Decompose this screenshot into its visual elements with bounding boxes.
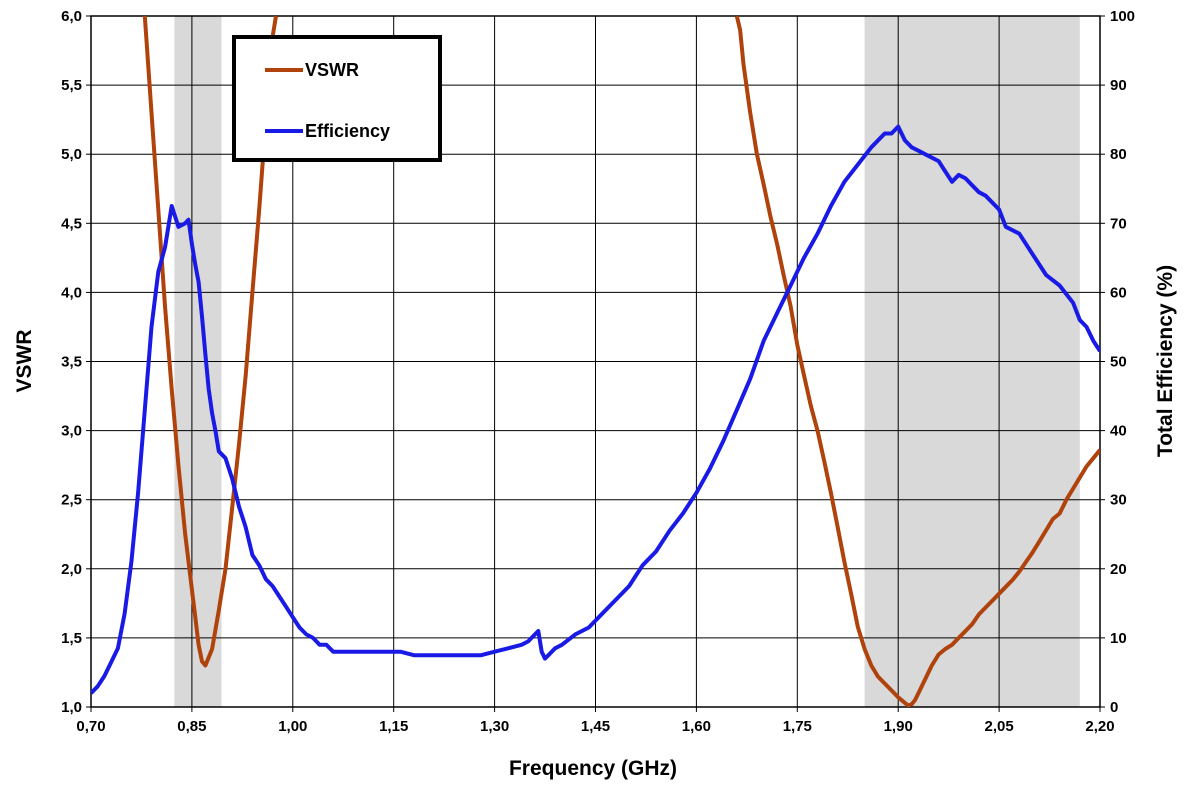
y-tick-label: 6,0 — [61, 8, 82, 25]
y2-tick-label: 40 — [1110, 423, 1127, 440]
legend-label-efficiency: Efficiency — [305, 121, 390, 141]
y2-tick-label: 80 — [1110, 146, 1127, 163]
x-tick-label: 1,15 — [379, 718, 408, 735]
y-tick-label: 3,5 — [61, 354, 82, 371]
x-tick-label: 1,00 — [278, 718, 307, 735]
y-axis-title: VSWR — [13, 330, 36, 393]
x-tick-label: 0,70 — [76, 718, 105, 735]
y-tick-label: 5,5 — [61, 77, 82, 94]
y-tick-label: 1,5 — [61, 630, 82, 647]
x-tick-label: 1,60 — [682, 718, 711, 735]
y-tick-label: 3,0 — [61, 423, 82, 440]
y2-tick-label: 10 — [1110, 630, 1127, 647]
x-tick-label: 2,05 — [984, 718, 1013, 735]
x-tick-label: 1,45 — [581, 718, 610, 735]
y2-tick-label: 60 — [1110, 284, 1127, 301]
y2-tick-label: 90 — [1110, 77, 1127, 94]
x-tick-label: 1,75 — [783, 718, 812, 735]
x-axis-title: Frequency (GHz) — [509, 757, 677, 780]
y2-tick-label: 100 — [1110, 8, 1135, 25]
y2-tick-label: 50 — [1110, 354, 1127, 371]
series-line-efficiency — [91, 124, 1100, 695]
y2-axis-title: Total Efficiency (%) — [1154, 265, 1177, 457]
series-line-vswr-0 — [142, 16, 278, 668]
legend-box — [232, 35, 442, 162]
y-tick-label: 4,0 — [61, 284, 82, 301]
y-tick-label: 2,0 — [61, 561, 82, 578]
y-tick-label: 2,5 — [61, 492, 82, 509]
y-tick-label: 1,0 — [61, 699, 82, 716]
y2-tick-label: 0 — [1110, 699, 1118, 716]
y2-tick-label: 70 — [1110, 215, 1127, 232]
legend-label-vswr: VSWR — [305, 60, 359, 80]
x-tick-label: 1,90 — [884, 718, 913, 735]
y2-tick-label: 30 — [1110, 492, 1127, 509]
y-tick-label: 4,5 — [61, 215, 82, 232]
y2-tick-label: 20 — [1110, 561, 1127, 578]
series-layer — [91, 16, 1100, 707]
series-line-vswr-1 — [734, 16, 1100, 707]
x-tick-label: 2,20 — [1085, 718, 1114, 735]
x-tick-label: 1,30 — [480, 718, 509, 735]
x-tick-labels: 0,70 0,85 1,00 1,15 1,30 1,45 1,60 1,75 1,90 2,05… — [76, 707, 1115, 735]
x-tick-label: 0,85 — [177, 718, 206, 735]
legend: VSWR Efficiency — [232, 35, 442, 162]
y-tick-label: 5,0 — [61, 146, 82, 163]
y-tick-labels: 1,0 1,5 2,0 2,5 3,0 3,5 4,0 4,5 5,0 5,5 6,0 — [61, 8, 91, 716]
y2-tick-labels: 0 10 20 30 40 50 60 70 80 90 100 — [1100, 8, 1135, 716]
